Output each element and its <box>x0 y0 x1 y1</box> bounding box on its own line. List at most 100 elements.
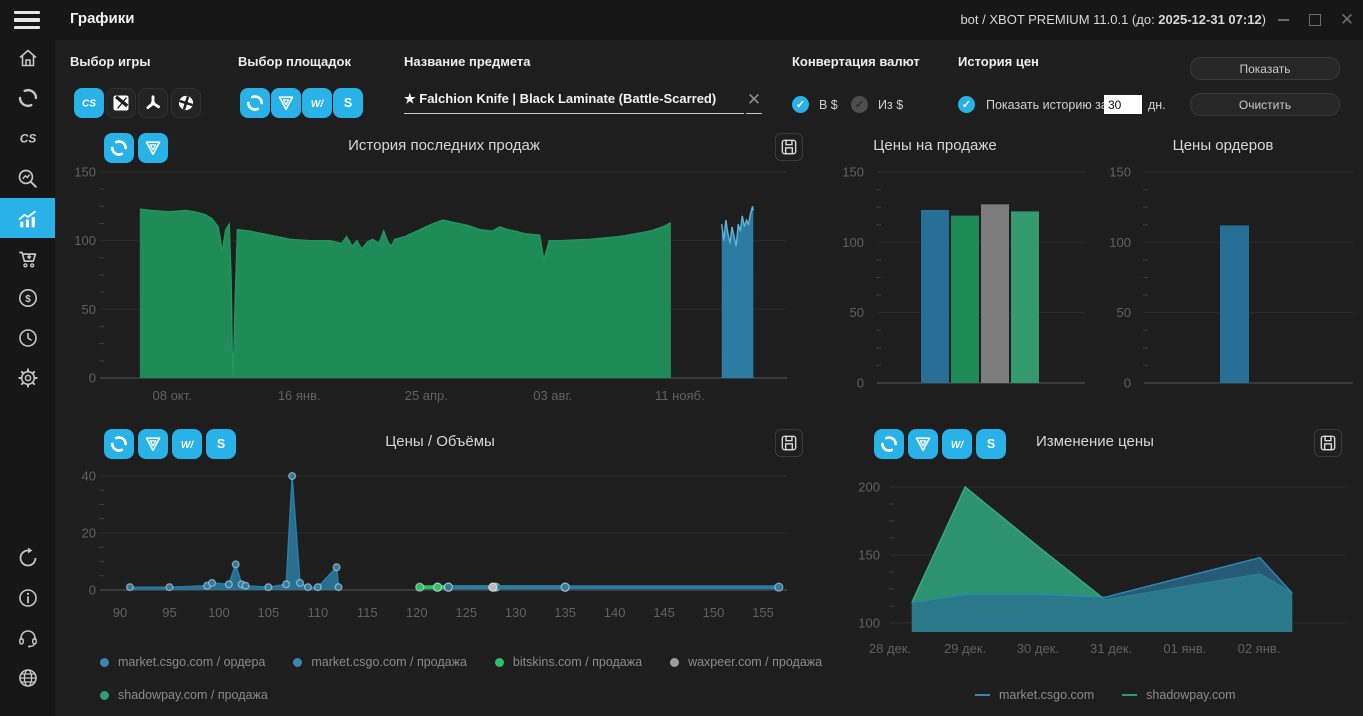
legend-item: shadowpay.com <box>1122 688 1235 702</box>
clear-item-icon[interactable]: ✕ <box>746 90 762 114</box>
currency-from-usd-checkbox[interactable]: ✓ <box>851 96 868 113</box>
item-name-label: Название предмета <box>404 54 531 69</box>
legend-dot-icon <box>293 658 302 667</box>
platform-bitskins-button[interactable] <box>271 88 301 118</box>
shadowpay-icon: S <box>338 93 358 113</box>
prices-volumes-legend-row1: market.csgo.com / ордера market.csgo.com… <box>100 655 822 669</box>
chart1-platform-market-toggle[interactable] <box>104 133 134 163</box>
game-rust-button[interactable] <box>138 88 168 118</box>
svg-text:50: 50 <box>850 305 864 320</box>
sale-prices-chart: 050100150 <box>815 160 1100 415</box>
currency-from-usd-label[interactable]: Из $ <box>878 98 903 112</box>
refresh-icon <box>16 546 40 570</box>
sidebar-item-support[interactable] <box>0 618 55 658</box>
sidebar-item-cs[interactable]: CS <box>0 118 55 158</box>
prices-volumes-legend-row2: shadowpay.com / продажа <box>100 688 268 702</box>
sidebar-item-info[interactable] <box>0 578 55 618</box>
svg-text:31 дек.: 31 дек. <box>1090 641 1132 656</box>
chart-title-price-change: Изменение цены <box>1036 433 1154 450</box>
platform-waxpeer-button[interactable]: W/ <box>302 88 332 118</box>
save-chart4-button[interactable] <box>775 429 803 457</box>
platform-market-csgo-button[interactable] <box>240 88 270 118</box>
dota2-game-icon <box>111 93 131 113</box>
svg-text:150: 150 <box>703 605 725 620</box>
platform-shadowpay-button[interactable]: S <box>333 88 363 118</box>
bitskins-icon <box>143 138 163 158</box>
price-change-chart: 10015020028 дек.29 дек.30 дек.31 дек.01 … <box>850 455 1363 670</box>
market-csgo-icon <box>109 138 129 158</box>
show-history-label[interactable]: Показать историю за <box>986 98 1108 112</box>
svg-text:S: S <box>217 437 225 451</box>
market-csgo-icon <box>879 434 899 454</box>
svg-text:100: 100 <box>74 233 96 248</box>
save-chart5-button[interactable] <box>1314 429 1342 457</box>
svg-text:0: 0 <box>89 583 96 598</box>
sidebar-item-balance[interactable]: $ <box>0 278 55 318</box>
sidebar-item-refresh[interactable] <box>0 538 55 578</box>
history-days-input[interactable] <box>1104 95 1142 114</box>
item-name-input[interactable] <box>404 88 744 114</box>
sidebar-item-history[interactable] <box>0 318 55 358</box>
clear-button[interactable]: Очистить <box>1190 93 1340 116</box>
sidebar-item-purchases[interactable] <box>0 238 55 278</box>
save-chart1-button[interactable] <box>775 133 803 161</box>
svg-text:50: 50 <box>82 302 96 317</box>
chart-title-sale-prices: Цены на продаже <box>873 137 996 154</box>
svg-text:11 нояб.: 11 нояб. <box>655 388 705 403</box>
price-history-label: История цен <box>958 54 1039 69</box>
menu-hamburger-icon[interactable] <box>14 11 40 29</box>
market-csgo-icon <box>109 434 129 454</box>
legend-dash-icon <box>975 694 990 697</box>
svg-text:90: 90 <box>113 605 127 620</box>
sidebar-item-charts[interactable] <box>0 198 55 238</box>
svg-text:100: 100 <box>208 605 230 620</box>
svg-text:25 апр.: 25 апр. <box>405 388 448 403</box>
legend-item: bitskins.com / продажа <box>495 655 642 669</box>
legend-item: waxpeer.com / продажа <box>670 655 822 669</box>
svg-text:03 авг.: 03 авг. <box>533 388 572 403</box>
svg-text:0: 0 <box>857 376 864 391</box>
sidebar-item-trade[interactable] <box>0 78 55 118</box>
rust-game-icon <box>143 93 163 113</box>
show-history-checkbox[interactable]: ✓ <box>958 96 975 113</box>
svg-text:150: 150 <box>74 165 96 180</box>
game-dota2-button[interactable] <box>106 88 136 118</box>
legend-dash-icon <box>1122 694 1137 697</box>
svg-text:0: 0 <box>1124 376 1131 391</box>
svg-text:150: 150 <box>842 165 864 180</box>
game-tf2-button[interactable] <box>171 88 201 118</box>
svg-text:115: 115 <box>357 605 378 620</box>
cs-game-icon: CS <box>78 92 100 114</box>
title-bar: Графики bot / XBOT PREMIUM 11.0.1 (до: 2… <box>0 0 1363 40</box>
svg-text:150: 150 <box>1109 165 1131 180</box>
svg-text:200: 200 <box>858 480 880 495</box>
show-button[interactable]: Показать <box>1190 57 1340 80</box>
game-cs-button[interactable]: CS <box>74 88 104 118</box>
svg-text:110: 110 <box>307 605 328 620</box>
svg-text:130: 130 <box>505 605 527 620</box>
sidebar: CS $ <box>0 40 55 716</box>
svg-text:50: 50 <box>1117 305 1131 320</box>
svg-text:02 янв.: 02 янв. <box>1238 641 1281 656</box>
sidebar-item-settings[interactable] <box>0 358 55 398</box>
home-icon <box>16 46 40 70</box>
maximize-button[interactable] <box>1304 10 1326 30</box>
platform-select-label: Выбор площадок <box>238 54 351 69</box>
bitskins-icon <box>913 434 933 454</box>
sidebar-item-analytics[interactable] <box>0 158 55 198</box>
game-select-label: Выбор игры <box>70 54 150 69</box>
minimize-button[interactable] <box>1272 10 1294 30</box>
close-button[interactable]: ✕ <box>1336 10 1358 30</box>
currency-to-usd-label[interactable]: В $ <box>819 98 838 112</box>
sidebar-item-language[interactable] <box>0 658 55 698</box>
chart-title-prices-volumes: Цены / Объёмы <box>385 433 495 450</box>
history-clock-icon <box>16 326 40 350</box>
language-globe-icon <box>16 666 40 690</box>
currency-to-usd-checkbox[interactable]: ✓ <box>792 96 809 113</box>
svg-text:08 окт.: 08 окт. <box>153 388 192 403</box>
xbot-charts-window: Графики bot / XBOT PREMIUM 11.0.1 (до: 2… <box>0 0 1363 716</box>
svg-text:140: 140 <box>604 605 626 620</box>
chart1-platform-bitskins-toggle[interactable] <box>138 133 168 163</box>
sidebar-item-home[interactable] <box>0 40 55 78</box>
chart-title-order-prices: Цены ордеров <box>1173 137 1274 154</box>
